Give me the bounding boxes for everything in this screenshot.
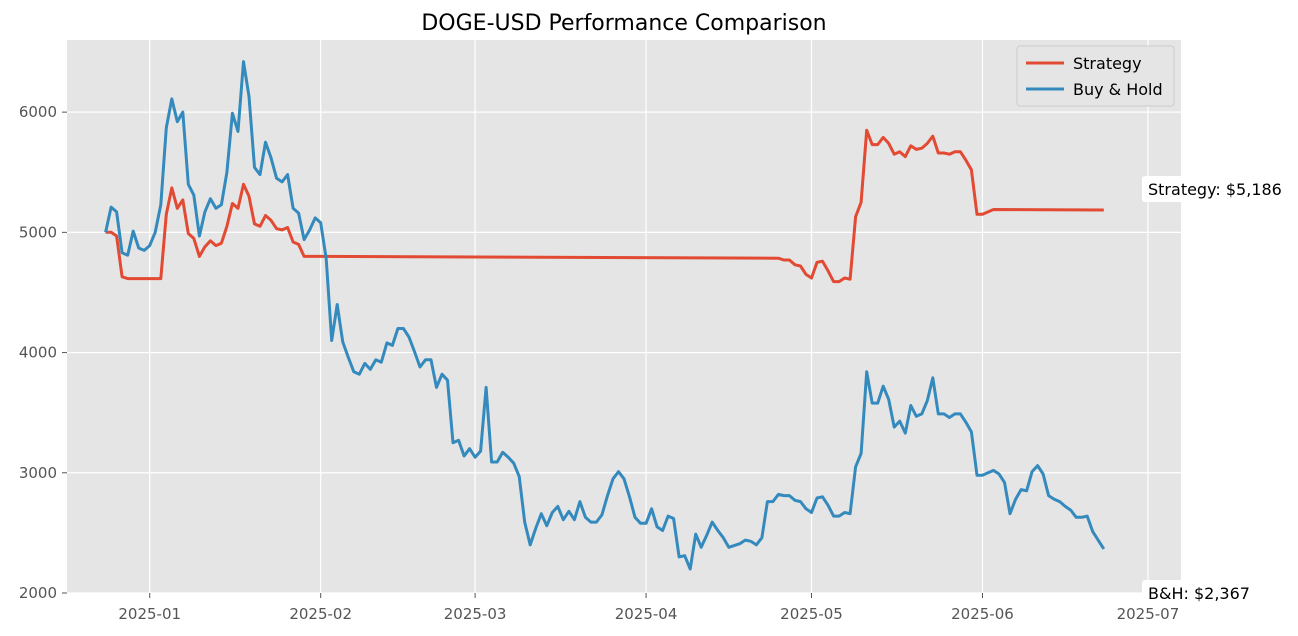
x-tick-label: 2025-05 <box>780 605 843 623</box>
series-line-strategy <box>105 128 1104 284</box>
legend-box <box>1016 45 1175 107</box>
annotation-buy-hold-box <box>1142 580 1256 606</box>
x-axis-ticks: 2025-01 2025-02 2025-03 2025-04 2025-05 2025-… <box>118 593 1179 623</box>
x-tick-label: 2025-02 <box>289 605 352 623</box>
chart-title: DOGE-USD Performance Comparison <box>421 11 826 36</box>
x-tick-label: 2025-01 <box>118 605 181 623</box>
annotation-strategy-box <box>1142 176 1290 202</box>
y-tick-label: 5000 <box>19 223 57 241</box>
x-tick-label: 2025-06 <box>951 605 1014 623</box>
y-axis-ticks: 2000 3000 4000 5000 6000 <box>19 103 67 602</box>
series-layer <box>104 60 1106 571</box>
x-tick-label: 2025-04 <box>615 605 678 623</box>
annotation-buy-hold-text: B&H: $2,367 <box>1148 584 1250 603</box>
legend-label-buy-hold: Buy & Hold <box>1073 80 1163 99</box>
y-tick-label: 4000 <box>19 344 57 362</box>
legend: Strategy Buy & Hold <box>1016 45 1175 107</box>
y-tick-label: 6000 <box>19 103 57 121</box>
annotation-buy-hold: B&H: $2,367 <box>1142 580 1256 606</box>
series-line-buy-hold <box>104 60 1106 571</box>
grid-lines <box>67 40 1181 594</box>
y-tick-label: 3000 <box>19 464 57 482</box>
y-tick-label: 2000 <box>19 584 57 602</box>
x-tick-label: 2025-03 <box>444 605 507 623</box>
legend-label-strategy: Strategy <box>1073 54 1142 73</box>
x-tick-label: 2025-07 <box>1117 605 1180 623</box>
annotation-strategy-text: Strategy: $5,186 <box>1148 180 1282 199</box>
annotation-strategy: Strategy: $5,186 <box>1142 176 1290 202</box>
